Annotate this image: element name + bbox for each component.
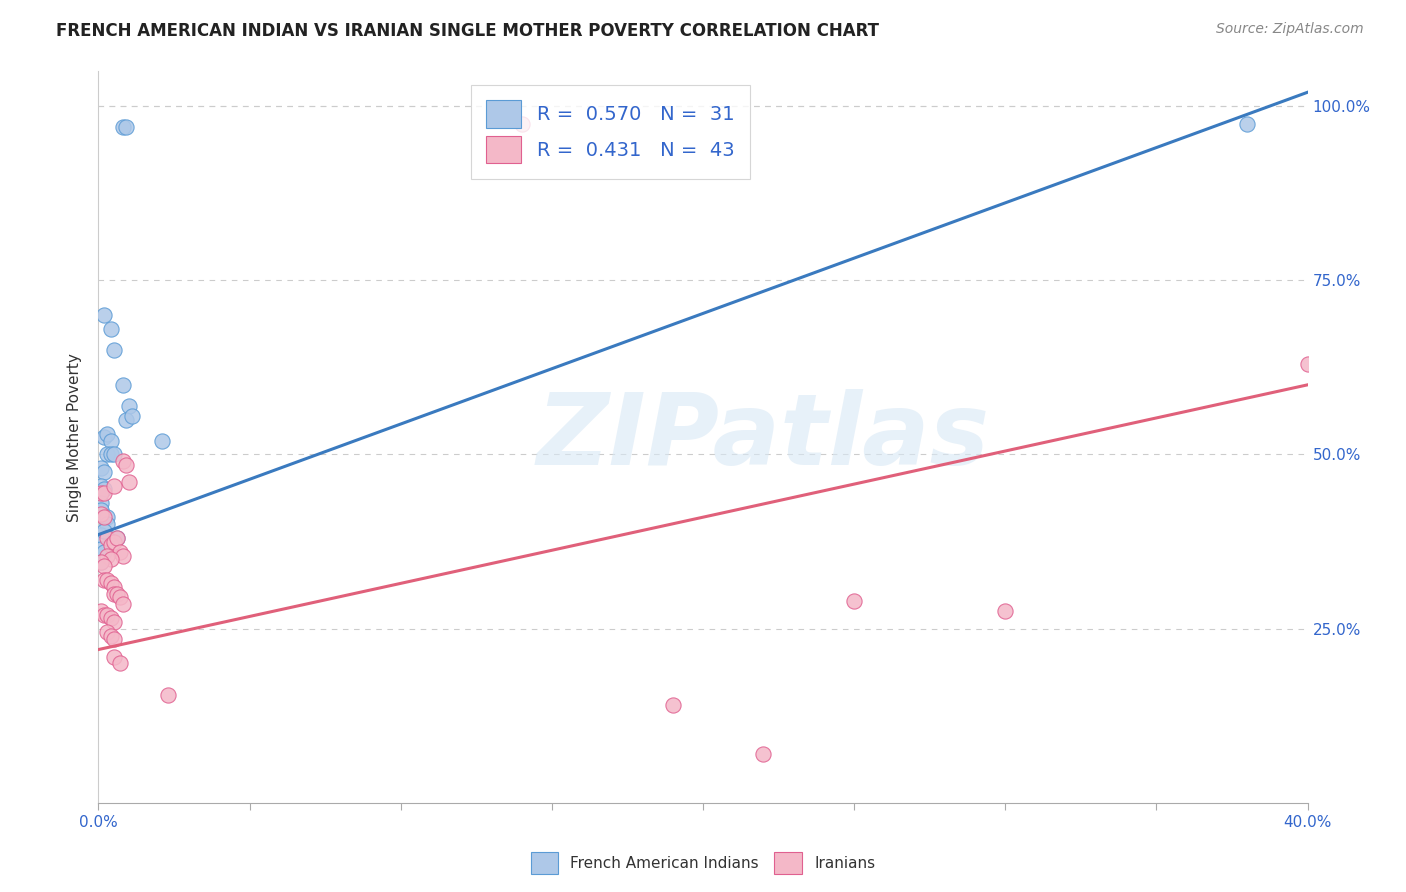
Point xyxy=(510,117,533,131)
Point xyxy=(90,507,112,521)
Point xyxy=(111,597,134,611)
Point xyxy=(100,322,122,336)
Point xyxy=(105,531,128,545)
Point xyxy=(103,448,125,462)
Point xyxy=(93,510,115,524)
Point xyxy=(90,503,112,517)
Point xyxy=(1296,357,1319,371)
Point xyxy=(90,527,112,541)
Point xyxy=(96,607,118,622)
Point xyxy=(93,573,115,587)
Point xyxy=(111,120,134,134)
Text: Source: ZipAtlas.com: Source: ZipAtlas.com xyxy=(1216,22,1364,37)
Point xyxy=(93,308,115,322)
Point xyxy=(103,534,125,549)
Point xyxy=(156,688,179,702)
Point xyxy=(108,545,131,559)
Point xyxy=(93,483,115,497)
Point xyxy=(108,657,131,671)
Point xyxy=(108,591,131,605)
Point xyxy=(100,629,122,643)
Legend: R =  0.570   N =  31, R =  0.431   N =  43: R = 0.570 N = 31, R = 0.431 N = 43 xyxy=(471,85,751,178)
Point xyxy=(96,625,118,640)
Point xyxy=(121,409,143,424)
Point xyxy=(118,399,141,413)
Point xyxy=(661,698,683,713)
Point xyxy=(90,556,112,570)
Point xyxy=(90,541,112,556)
Text: FRENCH AMERICAN INDIAN VS IRANIAN SINGLE MOTHER POVERTY CORRELATION CHART: FRENCH AMERICAN INDIAN VS IRANIAN SINGLE… xyxy=(56,22,879,40)
Point xyxy=(150,434,173,448)
Point xyxy=(752,747,775,761)
Point xyxy=(90,461,112,475)
Point xyxy=(93,545,115,559)
Y-axis label: Single Mother Poverty: Single Mother Poverty xyxy=(67,352,83,522)
Point xyxy=(118,475,141,490)
Point xyxy=(96,573,118,587)
Point xyxy=(111,377,134,392)
Point xyxy=(994,604,1017,618)
Point xyxy=(93,607,115,622)
Point xyxy=(90,604,112,618)
Point xyxy=(111,454,134,468)
Point xyxy=(96,426,118,441)
Legend: French American Indians, Iranians: French American Indians, Iranians xyxy=(524,846,882,880)
Point xyxy=(90,479,112,493)
Point xyxy=(103,479,125,493)
Point xyxy=(105,587,128,601)
Point xyxy=(93,524,115,538)
Point xyxy=(103,615,125,629)
Point xyxy=(103,580,125,594)
Point xyxy=(103,649,125,664)
Point xyxy=(90,485,112,500)
Point xyxy=(114,412,136,426)
Point xyxy=(93,558,115,573)
Point xyxy=(114,120,136,134)
Point xyxy=(1236,117,1258,131)
Point xyxy=(100,434,122,448)
Point xyxy=(103,632,125,646)
Text: ZIPatlas: ZIPatlas xyxy=(537,389,990,485)
Point xyxy=(111,549,134,563)
Point xyxy=(100,552,122,566)
Point xyxy=(96,531,118,545)
Point xyxy=(100,538,122,552)
Point xyxy=(103,587,125,601)
Point xyxy=(103,343,125,357)
Point xyxy=(96,448,118,462)
Point xyxy=(93,465,115,479)
Point xyxy=(100,576,122,591)
Point xyxy=(100,448,122,462)
Point xyxy=(844,594,866,608)
Point xyxy=(100,611,122,625)
Point xyxy=(90,556,112,570)
Point xyxy=(96,549,118,563)
Point xyxy=(93,485,115,500)
Point xyxy=(93,430,115,444)
Point xyxy=(96,517,118,532)
Point xyxy=(114,458,136,472)
Point xyxy=(90,496,112,510)
Point xyxy=(96,510,118,524)
Point xyxy=(105,531,128,545)
